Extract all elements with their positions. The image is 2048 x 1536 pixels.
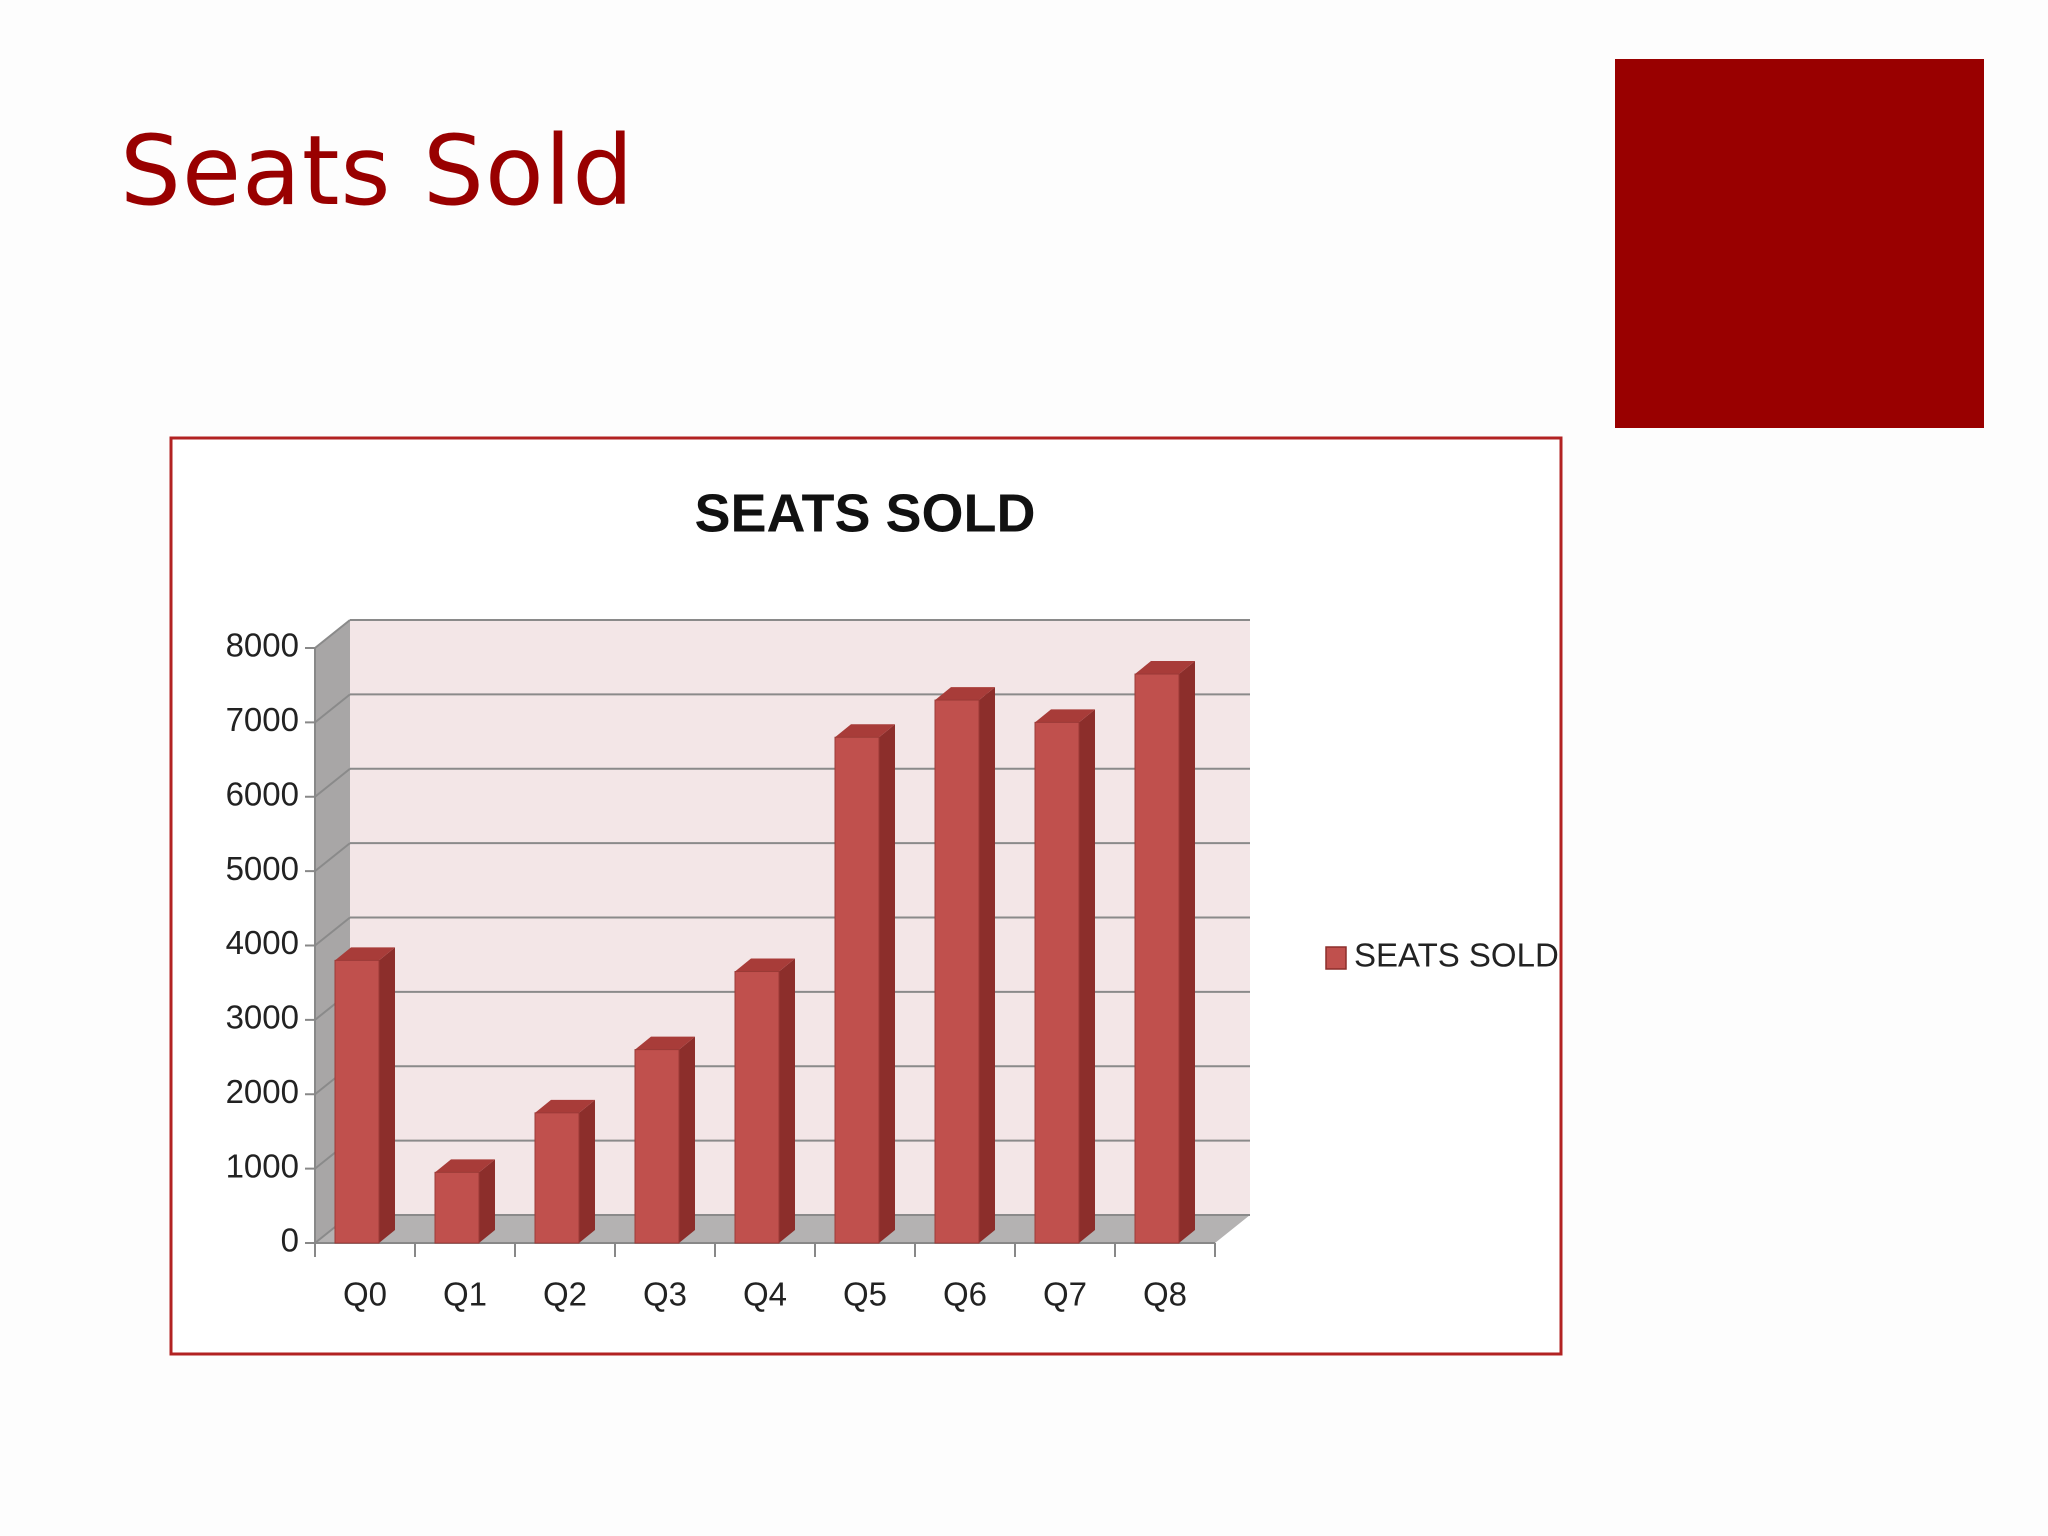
bar-side bbox=[779, 958, 795, 1243]
grid-line-side bbox=[314, 767, 351, 798]
grid-line-side bbox=[314, 619, 351, 649]
bar-side bbox=[479, 1159, 495, 1243]
legend-label: SEATS SOLD bbox=[1354, 937, 1559, 974]
bar bbox=[1034, 721, 1080, 1244]
y-tick-label: 6000 bbox=[226, 775, 299, 812]
bar bbox=[934, 699, 980, 1244]
y-tick-label: 2000 bbox=[226, 1073, 299, 1110]
bar-side bbox=[1079, 709, 1095, 1243]
bar-side bbox=[879, 724, 895, 1243]
x-tick-label: Q5 bbox=[843, 1276, 887, 1313]
grid-line-side bbox=[314, 916, 351, 947]
y-tick-label: 5000 bbox=[226, 850, 299, 887]
legend-swatch bbox=[1325, 946, 1347, 970]
bar-side bbox=[979, 687, 995, 1243]
bar bbox=[334, 959, 380, 1244]
bar-top bbox=[435, 1159, 495, 1173]
x-tick-label: Q6 bbox=[943, 1276, 987, 1313]
bar bbox=[1134, 673, 1180, 1244]
y-tick-label: 1000 bbox=[226, 1147, 299, 1184]
grid-line-side bbox=[314, 842, 351, 872]
x-tick-label: Q4 bbox=[743, 1276, 787, 1313]
y-tick-label: 4000 bbox=[226, 924, 299, 961]
y-tick-label: 0 bbox=[281, 1222, 299, 1259]
x-tick-label: Q0 bbox=[343, 1276, 387, 1313]
y-tick-label: 8000 bbox=[226, 627, 299, 664]
x-tick-label: Q7 bbox=[1043, 1276, 1087, 1313]
y-tick-label: 7000 bbox=[226, 701, 299, 738]
x-tick-label: Q1 bbox=[443, 1276, 487, 1313]
bar-top bbox=[1135, 661, 1195, 675]
bar-top bbox=[635, 1036, 695, 1050]
bar-side bbox=[579, 1099, 595, 1243]
chart-title: SEATS SOLD bbox=[694, 483, 1035, 543]
bar-top bbox=[835, 724, 895, 738]
bar-top bbox=[335, 947, 395, 961]
bar-side bbox=[1179, 661, 1195, 1243]
x-tick-label: Q8 bbox=[1143, 1276, 1187, 1313]
bar bbox=[434, 1171, 480, 1244]
bar-top bbox=[735, 958, 795, 972]
accent-square bbox=[1615, 59, 1984, 428]
bar bbox=[834, 736, 880, 1244]
grid-line-side bbox=[314, 693, 351, 724]
bar bbox=[634, 1049, 680, 1244]
slide-title: Seats Sold bbox=[120, 115, 635, 227]
bar-top bbox=[935, 687, 995, 701]
bar bbox=[534, 1112, 580, 1244]
bar-side bbox=[679, 1036, 695, 1243]
x-tick-label: Q2 bbox=[543, 1276, 587, 1313]
bar-side bbox=[379, 947, 395, 1243]
y-tick-label: 3000 bbox=[226, 999, 299, 1036]
x-tick-label: Q3 bbox=[643, 1276, 687, 1313]
bar-top bbox=[535, 1099, 595, 1113]
bar bbox=[734, 971, 780, 1244]
bar-top bbox=[1035, 709, 1095, 723]
